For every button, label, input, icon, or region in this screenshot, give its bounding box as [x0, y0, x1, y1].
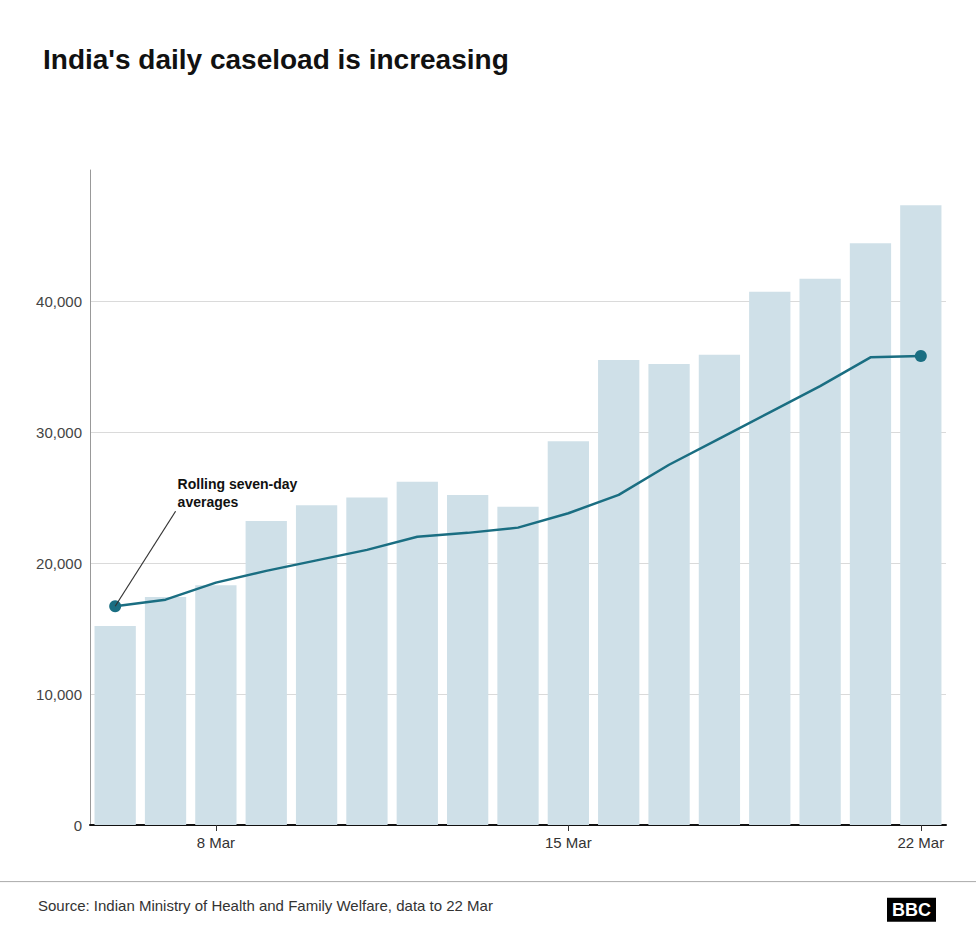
- svg-text:8 Mar: 8 Mar: [197, 834, 235, 851]
- svg-text:10,000: 10,000: [36, 686, 82, 703]
- svg-text:India's daily caseload is incr: India's daily caseload is increasing: [43, 44, 509, 75]
- svg-text:15 Mar: 15 Mar: [545, 834, 592, 851]
- svg-text:Source: Indian Ministry of Hea: Source: Indian Ministry of Health and Fa…: [38, 897, 493, 914]
- svg-text:40,000: 40,000: [36, 293, 82, 310]
- svg-text:22 Mar: 22 Mar: [897, 834, 944, 851]
- svg-text:0: 0: [74, 817, 82, 834]
- svg-text:BBC: BBC: [892, 900, 931, 920]
- svg-text:20,000: 20,000: [36, 555, 82, 572]
- svg-text:averages: averages: [178, 494, 239, 510]
- svg-text:30,000: 30,000: [36, 424, 82, 441]
- svg-text:Rolling seven-day: Rolling seven-day: [178, 476, 298, 492]
